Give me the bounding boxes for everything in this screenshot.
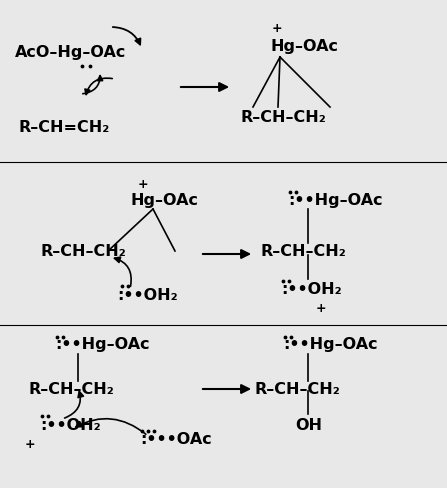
Text: Hg–OAc: Hg–OAc <box>130 192 198 207</box>
Text: :••OH₂: :••OH₂ <box>281 282 342 297</box>
Text: Hg–OAc: Hg–OAc <box>270 39 338 53</box>
Text: +: + <box>272 21 283 35</box>
Text: R–CH–CH₂: R–CH–CH₂ <box>40 244 126 259</box>
Text: R–CH–CH₂: R–CH–CH₂ <box>255 382 341 397</box>
Text: :••Hg–OAc: :••Hg–OAc <box>55 337 150 352</box>
Text: :••OH₂: :••OH₂ <box>40 417 101 431</box>
Text: R–CH–CH₂: R–CH–CH₂ <box>240 110 326 125</box>
Text: :••Hg–OAc: :••Hg–OAc <box>283 337 378 352</box>
Text: +: + <box>25 438 36 450</box>
Text: :••Hg–OAc: :••Hg–OAc <box>288 192 383 207</box>
Text: +: + <box>316 301 327 314</box>
Text: +: + <box>138 178 148 191</box>
Text: R–CH–CH₂: R–CH–CH₂ <box>260 244 346 259</box>
Text: :••OH₂: :••OH₂ <box>117 287 177 302</box>
Text: AcO–Hg–OAc: AcO–Hg–OAc <box>15 44 127 60</box>
Text: R–CH–CH₂: R–CH–CH₂ <box>28 382 114 397</box>
Text: OH: OH <box>295 417 322 431</box>
Text: :•••OAc: :•••OAc <box>140 431 212 447</box>
Text: R–CH=CH₂: R–CH=CH₂ <box>18 120 109 135</box>
